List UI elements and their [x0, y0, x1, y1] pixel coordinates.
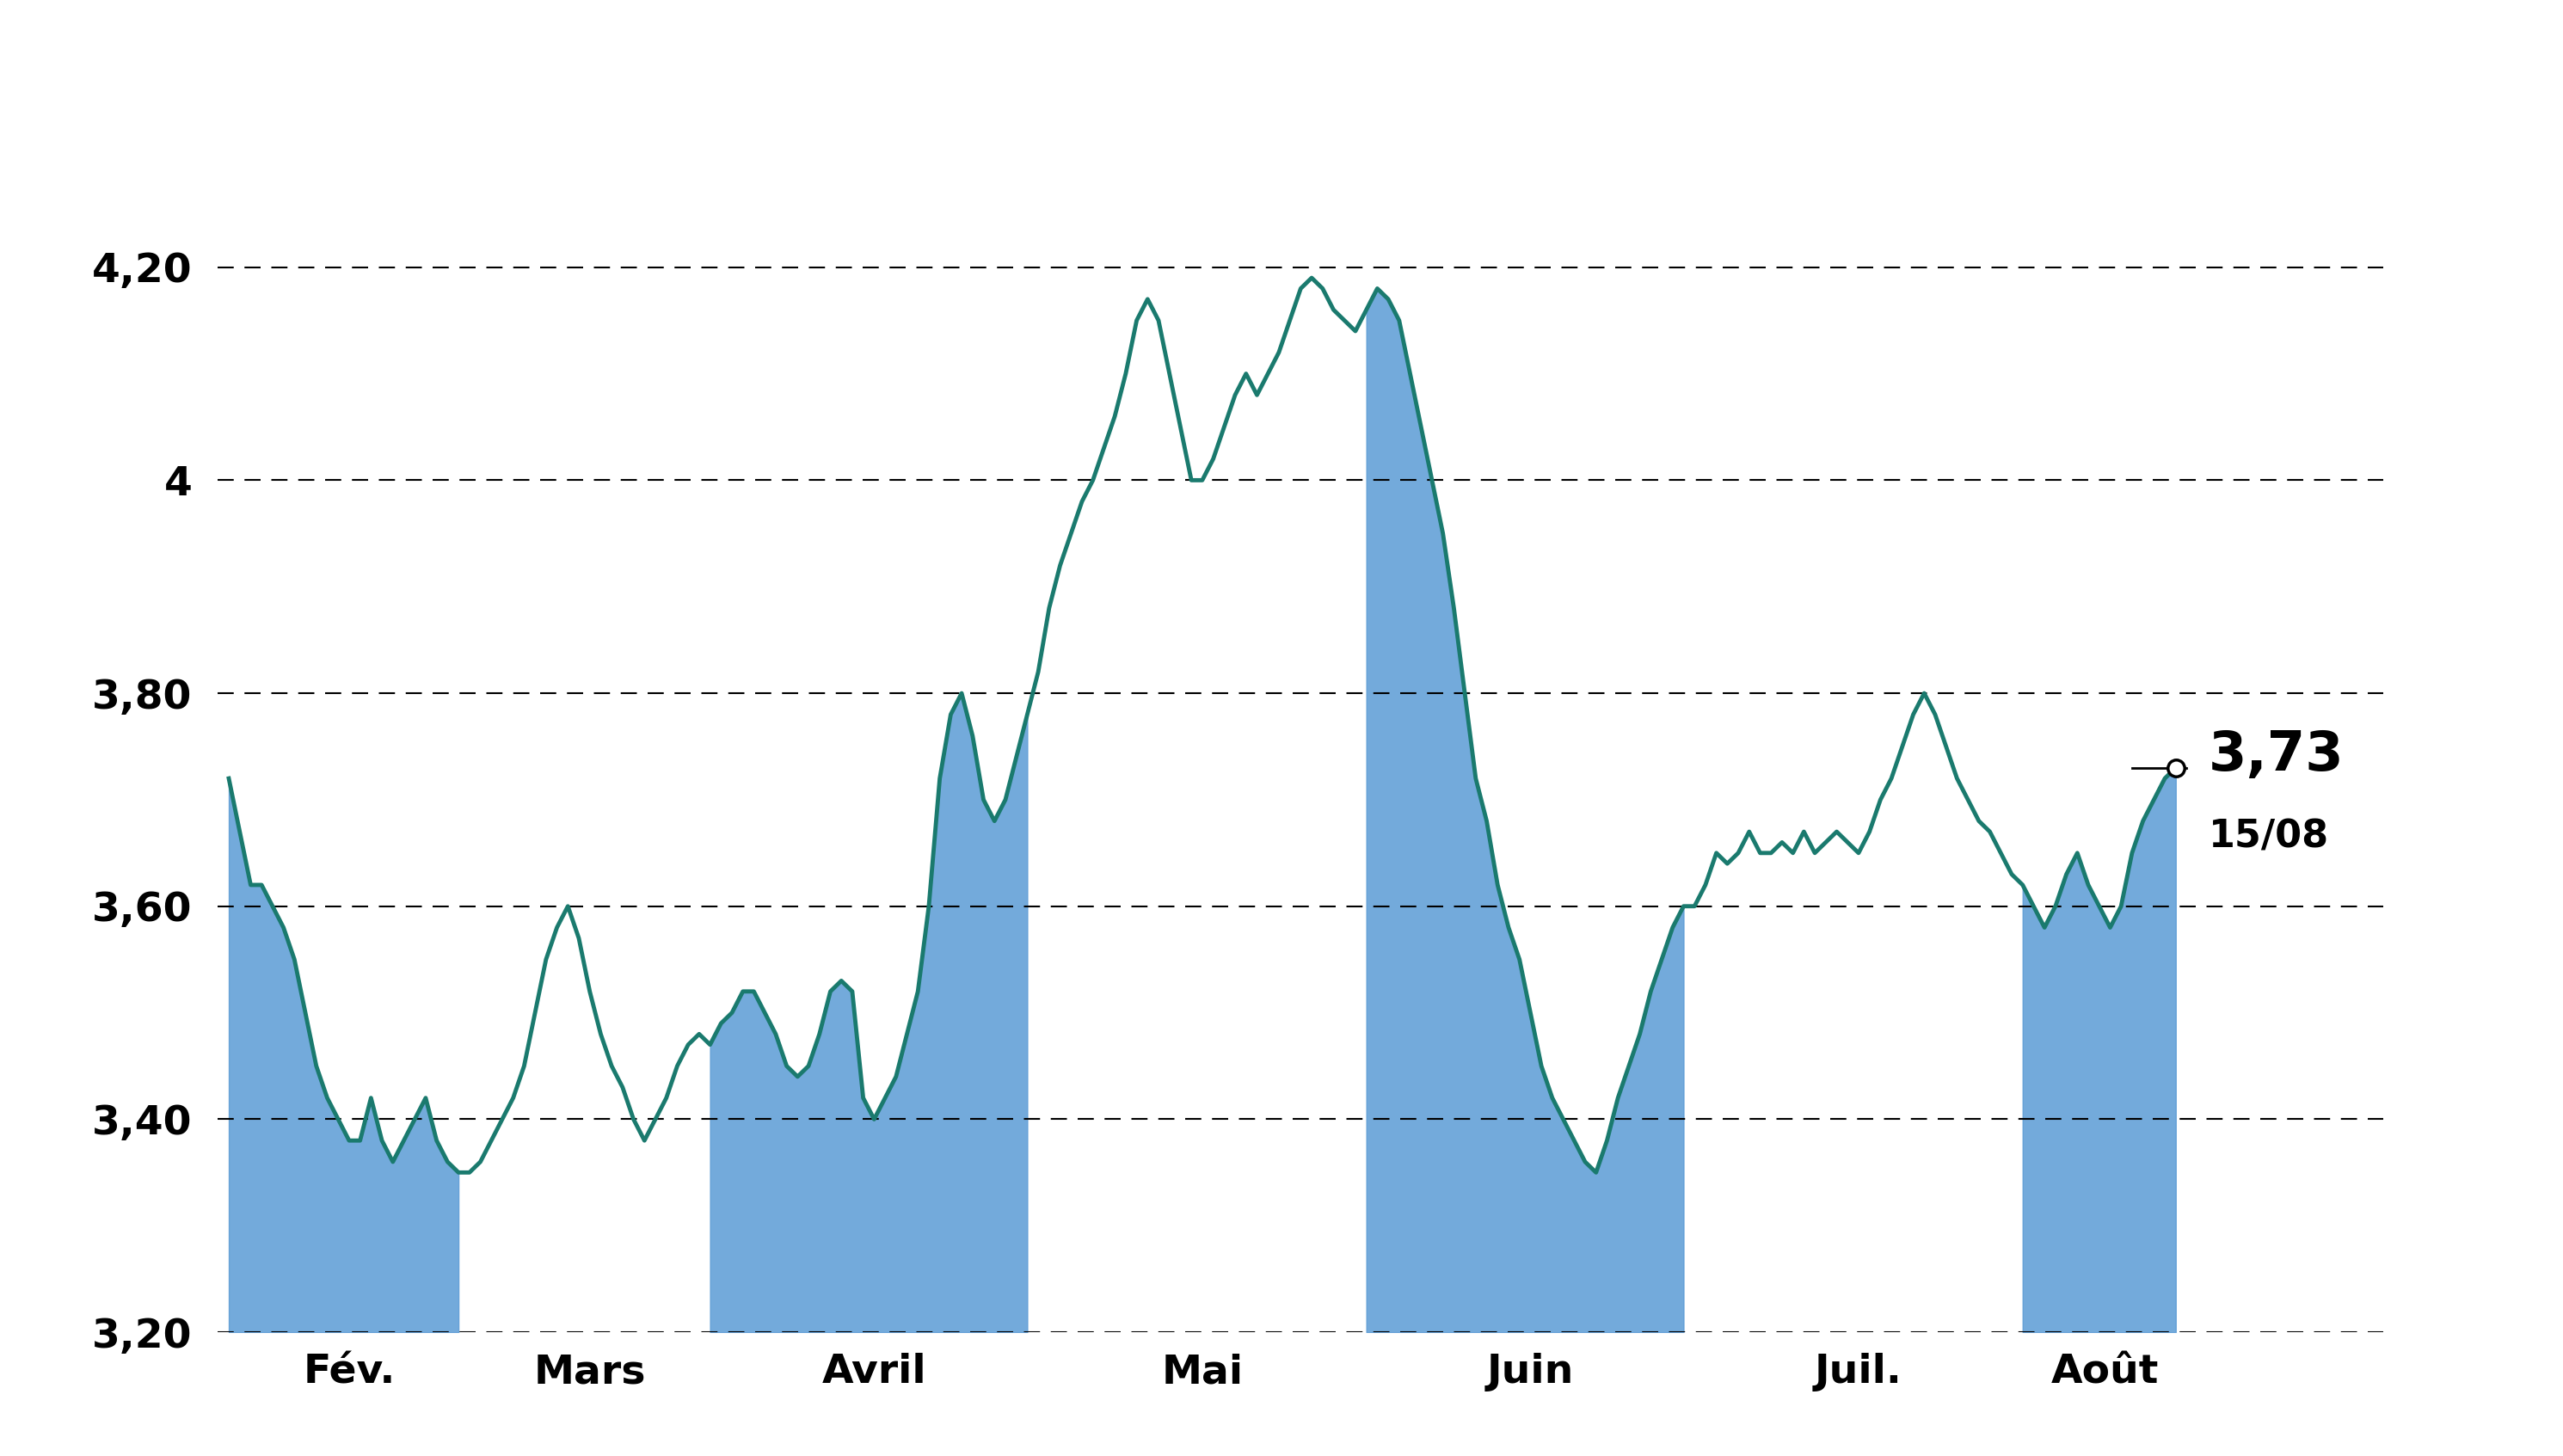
- Text: 15/08: 15/08: [2209, 818, 2330, 856]
- Text: Borussia Dortmund GmbH & Co KGaA: Borussia Dortmund GmbH & Co KGaA: [377, 50, 2186, 132]
- Text: 3,73: 3,73: [2209, 728, 2345, 782]
